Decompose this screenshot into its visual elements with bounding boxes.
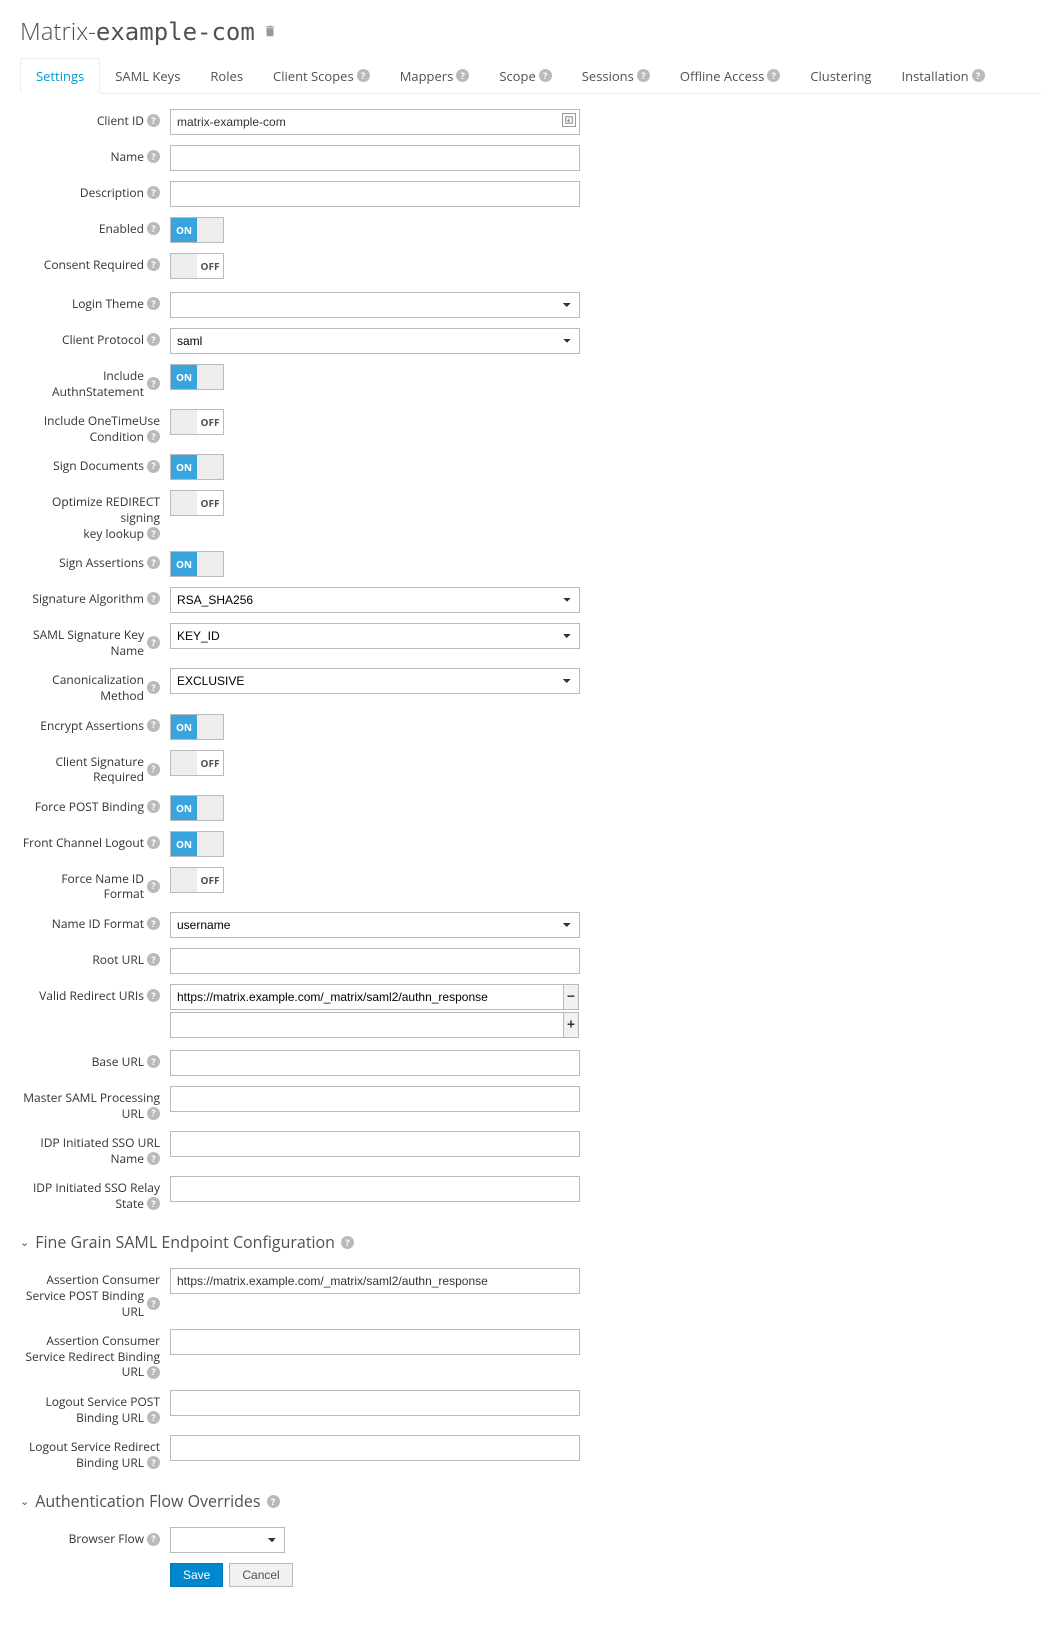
- save-button[interactable]: Save: [170, 1563, 223, 1587]
- client-protocol-select[interactable]: saml: [170, 328, 580, 354]
- valid-redirect-input[interactable]: [170, 984, 564, 1010]
- help-icon[interactable]: ?: [147, 592, 160, 605]
- master-saml-url-input[interactable]: [170, 1086, 580, 1112]
- name-id-format-select[interactable]: username: [170, 912, 580, 938]
- acs-redirect-input[interactable]: [170, 1329, 580, 1355]
- root-url-input[interactable]: [170, 948, 580, 974]
- cancel-button[interactable]: Cancel: [229, 1563, 292, 1587]
- front-channel-logout-toggle[interactable]: ON: [170, 831, 224, 857]
- name-input[interactable]: [170, 145, 580, 171]
- chevron-down-icon: ⌄: [20, 1494, 29, 1509]
- help-icon[interactable]: ?: [147, 460, 160, 473]
- include-onetime-toggle[interactable]: OFF: [170, 409, 224, 435]
- tab-saml-keys[interactable]: SAML Keys: [100, 58, 195, 93]
- help-icon[interactable]: ?: [147, 953, 160, 966]
- sign-assertions-toggle[interactable]: ON: [170, 551, 224, 577]
- trash-icon[interactable]: [263, 21, 277, 43]
- tab-mappers[interactable]: Mappers?: [385, 58, 485, 93]
- help-icon[interactable]: ?: [147, 763, 160, 776]
- force-post-binding-toggle[interactable]: ON: [170, 795, 224, 821]
- help-icon[interactable]: ?: [767, 69, 780, 82]
- help-icon[interactable]: ?: [147, 1297, 160, 1310]
- input-icon: [562, 113, 576, 127]
- logout-post-input[interactable]: [170, 1390, 580, 1416]
- page-title: Matrix-example-com: [20, 15, 1041, 48]
- help-icon[interactable]: ?: [147, 719, 160, 732]
- help-icon[interactable]: ?: [147, 186, 160, 199]
- valid-redirect-new-input[interactable]: [170, 1012, 564, 1038]
- canon-method-select[interactable]: EXCLUSIVE: [170, 668, 580, 694]
- remove-uri-button[interactable]: −: [563, 984, 579, 1010]
- tab-client-scopes[interactable]: Client Scopes?: [258, 58, 385, 93]
- tab-settings[interactable]: Settings: [20, 58, 100, 94]
- help-icon[interactable]: ?: [147, 1055, 160, 1068]
- help-icon[interactable]: ?: [539, 69, 552, 82]
- button-row: Save Cancel: [170, 1563, 1041, 1587]
- help-icon[interactable]: ?: [972, 69, 985, 82]
- add-uri-button[interactable]: +: [563, 1012, 579, 1038]
- help-icon[interactable]: ?: [147, 880, 160, 893]
- auth-flow-section-header[interactable]: ⌄Authentication Flow Overrides?: [20, 1490, 1041, 1512]
- acs-post-input[interactable]: [170, 1268, 580, 1294]
- browser-flow-select[interactable]: [170, 1527, 285, 1553]
- help-icon[interactable]: ?: [147, 114, 160, 127]
- tab-clustering[interactable]: Clustering: [795, 58, 886, 93]
- chevron-down-icon: ⌄: [20, 1235, 29, 1250]
- help-icon[interactable]: ?: [147, 1533, 160, 1546]
- help-icon[interactable]: ?: [147, 836, 160, 849]
- base-url-input[interactable]: [170, 1050, 580, 1076]
- help-icon[interactable]: ?: [147, 800, 160, 813]
- logout-redirect-input[interactable]: [170, 1435, 580, 1461]
- encrypt-assertions-toggle[interactable]: ON: [170, 714, 224, 740]
- tab-scope[interactable]: Scope?: [484, 58, 566, 93]
- force-name-id-toggle[interactable]: OFF: [170, 867, 224, 893]
- consent-required-toggle[interactable]: OFF: [170, 253, 224, 279]
- login-theme-select[interactable]: [170, 292, 580, 318]
- optimize-redirect-toggle[interactable]: OFF: [170, 490, 224, 516]
- help-icon[interactable]: ?: [147, 527, 160, 540]
- help-icon[interactable]: ?: [147, 377, 160, 390]
- description-input[interactable]: [170, 181, 580, 207]
- tab-offline-access[interactable]: Offline Access?: [665, 58, 795, 93]
- client-id-input[interactable]: [170, 109, 580, 135]
- help-icon[interactable]: ?: [147, 297, 160, 310]
- help-icon[interactable]: ?: [147, 1197, 160, 1210]
- client-sig-required-toggle[interactable]: OFF: [170, 750, 224, 776]
- help-icon[interactable]: ?: [147, 681, 160, 694]
- help-icon[interactable]: ?: [456, 69, 469, 82]
- title-name: example-com: [96, 18, 255, 46]
- help-icon[interactable]: ?: [147, 917, 160, 930]
- help-icon[interactable]: ?: [147, 1366, 160, 1379]
- idp-sso-relay-input[interactable]: [170, 1176, 580, 1202]
- help-icon[interactable]: ?: [147, 1107, 160, 1120]
- help-icon[interactable]: ?: [147, 1411, 160, 1424]
- help-icon[interactable]: ?: [341, 1236, 354, 1249]
- help-icon[interactable]: ?: [147, 636, 160, 649]
- include-authn-toggle[interactable]: ON: [170, 364, 224, 390]
- tab-sessions[interactable]: Sessions?: [567, 58, 665, 93]
- signature-algorithm-select[interactable]: RSA_SHA256: [170, 587, 580, 613]
- saml-sig-key-name-select[interactable]: KEY_ID: [170, 623, 580, 649]
- title-prefix: Matrix-: [20, 15, 96, 48]
- help-icon[interactable]: ?: [147, 1456, 160, 1469]
- sign-documents-toggle[interactable]: ON: [170, 454, 224, 480]
- idp-sso-url-name-input[interactable]: [170, 1131, 580, 1157]
- help-icon[interactable]: ?: [147, 150, 160, 163]
- help-icon[interactable]: ?: [147, 1152, 160, 1165]
- help-icon[interactable]: ?: [147, 989, 160, 1002]
- help-icon[interactable]: ?: [267, 1495, 280, 1508]
- help-icon[interactable]: ?: [147, 333, 160, 346]
- help-icon[interactable]: ?: [147, 430, 160, 443]
- help-icon[interactable]: ?: [147, 222, 160, 235]
- help-icon[interactable]: ?: [357, 69, 370, 82]
- help-icon[interactable]: ?: [147, 556, 160, 569]
- tab-roles[interactable]: Roles: [195, 58, 258, 93]
- tabs: SettingsSAML KeysRolesClient Scopes?Mapp…: [20, 58, 1041, 94]
- fine-grain-section-header[interactable]: ⌄Fine Grain SAML Endpoint Configuration?: [20, 1231, 1041, 1253]
- help-icon[interactable]: ?: [637, 69, 650, 82]
- tab-installation[interactable]: Installation?: [887, 58, 1000, 93]
- help-icon[interactable]: ?: [147, 258, 160, 271]
- enabled-toggle[interactable]: ON: [170, 217, 224, 243]
